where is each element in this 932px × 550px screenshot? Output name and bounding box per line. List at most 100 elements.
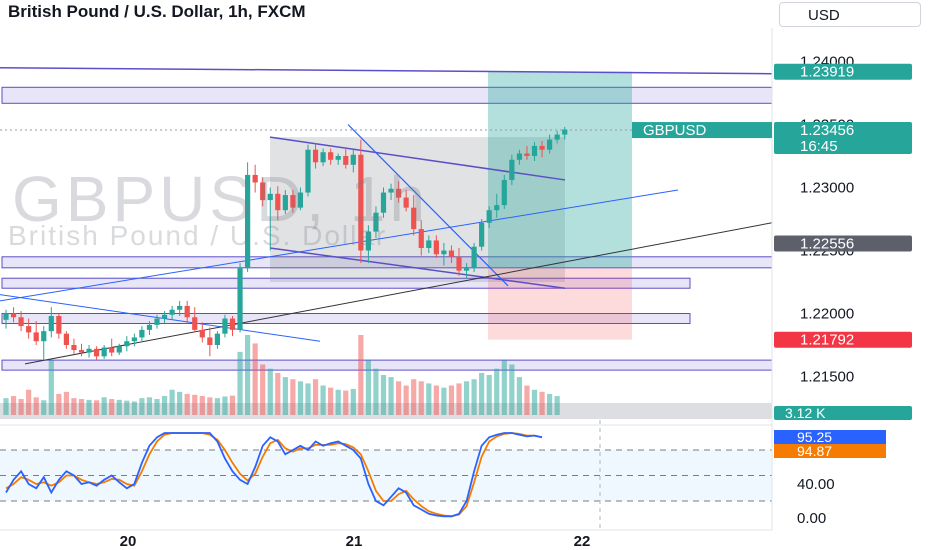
volume-bar [161,396,168,415]
candle-body [207,337,213,345]
price-label-text: 1.21792 [800,332,854,349]
consolidation-box [270,137,565,282]
volume-bar [539,391,545,415]
loss-zone [488,268,632,340]
volume-bar [486,375,492,415]
candle-body [252,174,258,183]
candle-body [516,153,522,160]
volume-bar [547,393,553,415]
candle-body [101,347,107,357]
volume-bar [199,396,205,415]
volume-bar [169,389,175,415]
volume-bar [252,343,258,415]
price-tick-label: 1.22000 [800,306,854,323]
volume-bar [380,375,387,415]
volume-bar [335,389,341,415]
candle-body [396,188,402,198]
candle-body [290,195,296,208]
candle-body [463,268,470,271]
price-label-text: 1.22556 [800,235,854,252]
horizontal-resistance-line [0,66,773,75]
candle-body [33,332,39,342]
candle-body [509,159,515,180]
candle-body [328,152,334,160]
candle-body [131,337,137,342]
price-label-text: 1.23919 [800,64,854,81]
volume-bar [305,383,311,415]
volume-bar [237,351,243,415]
volume-bar [101,397,107,415]
candle-body [418,229,424,248]
volume-bar [207,397,213,415]
volume-bar [396,381,402,415]
candle-body [86,348,92,353]
volume-bar [26,389,32,415]
stoch-k-line [5,432,543,518]
volume-bar [516,377,522,415]
candle-body [320,152,326,163]
volume-bar [328,387,334,415]
volume-label-text: 3.12 K [785,405,826,421]
candle-body [373,212,379,232]
candle-body [139,329,145,338]
candle-body [3,313,9,320]
volume-bar [388,377,394,415]
candle-body [94,348,100,357]
volume-bar [350,388,356,415]
candle-body [380,192,387,213]
time-tick-label: 20 [120,533,137,550]
volume-bar [3,398,9,415]
price-label-box [774,235,912,252]
volume-bar [471,379,477,415]
chart-title: British Pound / U.S. Dollar, 1h, FXCM [8,2,306,21]
volume-bar [146,397,153,415]
candle-body [365,231,371,251]
volume-bar [94,400,100,415]
volume-bar [229,395,236,415]
volume-bar [290,379,296,415]
volume-bar [139,398,145,415]
candle-body [486,210,492,223]
candle-body [177,305,183,310]
price-tick-label: 1.23000 [800,180,854,197]
candle-body [282,195,288,211]
volume-bar [418,381,424,415]
volume-bar [260,364,266,415]
candle-body [358,154,364,251]
candle-body [154,318,160,325]
candle-body [547,139,553,150]
candle-body [539,145,545,150]
candle-body [199,329,205,338]
volume-bar [312,379,319,415]
candle-body [335,156,341,160]
countdown-text: 16:45 [800,138,838,155]
currency-selector[interactable]: USD [779,2,921,27]
candle-body [275,193,281,211]
candle-body [388,188,394,193]
stoch-k-label: 95.25 [797,429,832,445]
volume-bar [48,360,54,415]
candle-body [222,318,228,334]
candle-body [297,192,304,208]
volume-bar [267,368,273,415]
support-line [24,222,773,365]
volume-bar [463,381,470,415]
volume-bar [448,385,455,415]
candle-body [124,341,130,347]
channel-upper-line [269,136,566,181]
volume-bar [222,396,228,415]
candle-body [26,326,32,333]
last-price-box [774,122,912,155]
volume-bar [524,385,530,415]
volume-bar [154,399,160,415]
candle-body [554,134,560,140]
candle-body [237,268,243,330]
volume-bar [411,379,417,415]
candle-body [214,333,220,345]
volume-bar [501,360,507,415]
candle-body [494,205,500,211]
candle-body [531,145,538,156]
last-price-text: 1.23456 [800,122,854,139]
volume-bar [177,391,183,415]
